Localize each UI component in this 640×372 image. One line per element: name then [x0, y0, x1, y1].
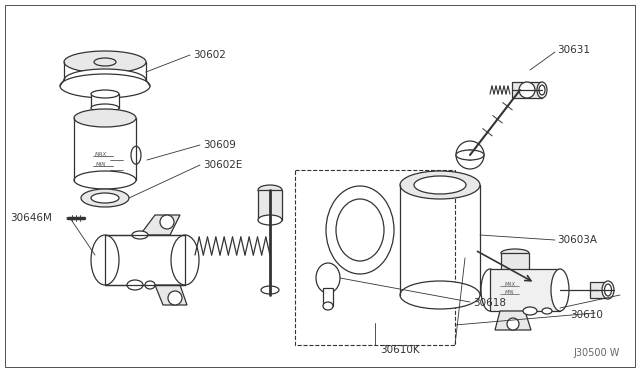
Text: 30631: 30631	[557, 45, 590, 55]
Polygon shape	[495, 311, 531, 330]
Ellipse shape	[127, 280, 143, 290]
Text: 30602: 30602	[193, 50, 226, 60]
Ellipse shape	[400, 171, 480, 199]
Text: MIN: MIN	[96, 162, 106, 167]
Ellipse shape	[414, 176, 466, 194]
Ellipse shape	[336, 199, 384, 261]
Text: MAX: MAX	[95, 152, 107, 157]
Polygon shape	[155, 285, 187, 305]
Ellipse shape	[316, 263, 340, 293]
Ellipse shape	[91, 90, 119, 98]
Text: 30618: 30618	[473, 298, 506, 308]
Bar	[105, 235, 185, 285]
Bar	[501, 253, 529, 275]
Ellipse shape	[94, 58, 116, 66]
Bar	[91, 94, 119, 108]
Ellipse shape	[323, 302, 333, 310]
Circle shape	[465, 150, 475, 160]
Text: MIN: MIN	[506, 290, 515, 295]
Ellipse shape	[132, 231, 148, 239]
Ellipse shape	[74, 109, 136, 127]
Ellipse shape	[605, 284, 611, 296]
Bar	[590, 282, 608, 298]
Text: 30610: 30610	[570, 310, 603, 320]
Text: 30609: 30609	[203, 140, 236, 150]
Ellipse shape	[523, 307, 537, 315]
Ellipse shape	[81, 189, 129, 207]
Ellipse shape	[171, 235, 199, 285]
Ellipse shape	[519, 82, 535, 98]
Ellipse shape	[91, 235, 119, 285]
Ellipse shape	[400, 281, 480, 309]
Polygon shape	[140, 215, 180, 235]
Text: 30646M: 30646M	[10, 213, 52, 223]
Ellipse shape	[91, 193, 119, 203]
Ellipse shape	[64, 51, 146, 73]
Bar	[323, 288, 333, 306]
Ellipse shape	[456, 150, 484, 160]
Ellipse shape	[258, 215, 282, 225]
Ellipse shape	[501, 271, 529, 279]
Bar	[512, 82, 542, 98]
Ellipse shape	[481, 269, 499, 311]
Ellipse shape	[326, 186, 394, 274]
Ellipse shape	[74, 171, 136, 189]
Ellipse shape	[64, 69, 146, 91]
Ellipse shape	[551, 269, 569, 311]
Bar	[490, 269, 560, 311]
Ellipse shape	[542, 308, 552, 314]
Ellipse shape	[258, 185, 282, 195]
Bar	[258, 190, 282, 220]
Ellipse shape	[501, 249, 529, 257]
Circle shape	[160, 215, 174, 229]
Ellipse shape	[145, 281, 155, 289]
Ellipse shape	[261, 286, 279, 294]
Circle shape	[507, 318, 519, 330]
Ellipse shape	[131, 146, 141, 164]
Text: MAX: MAX	[504, 282, 515, 287]
Circle shape	[168, 291, 182, 305]
Text: 30602E: 30602E	[203, 160, 243, 170]
Text: 30610K: 30610K	[380, 345, 420, 355]
Ellipse shape	[537, 82, 547, 98]
Ellipse shape	[60, 74, 150, 98]
Ellipse shape	[602, 281, 614, 299]
Ellipse shape	[539, 85, 545, 95]
Text: J30500 W: J30500 W	[573, 348, 620, 358]
Bar	[295, 170, 455, 345]
Circle shape	[456, 141, 484, 169]
Text: 30603A: 30603A	[557, 235, 597, 245]
Ellipse shape	[91, 104, 119, 112]
